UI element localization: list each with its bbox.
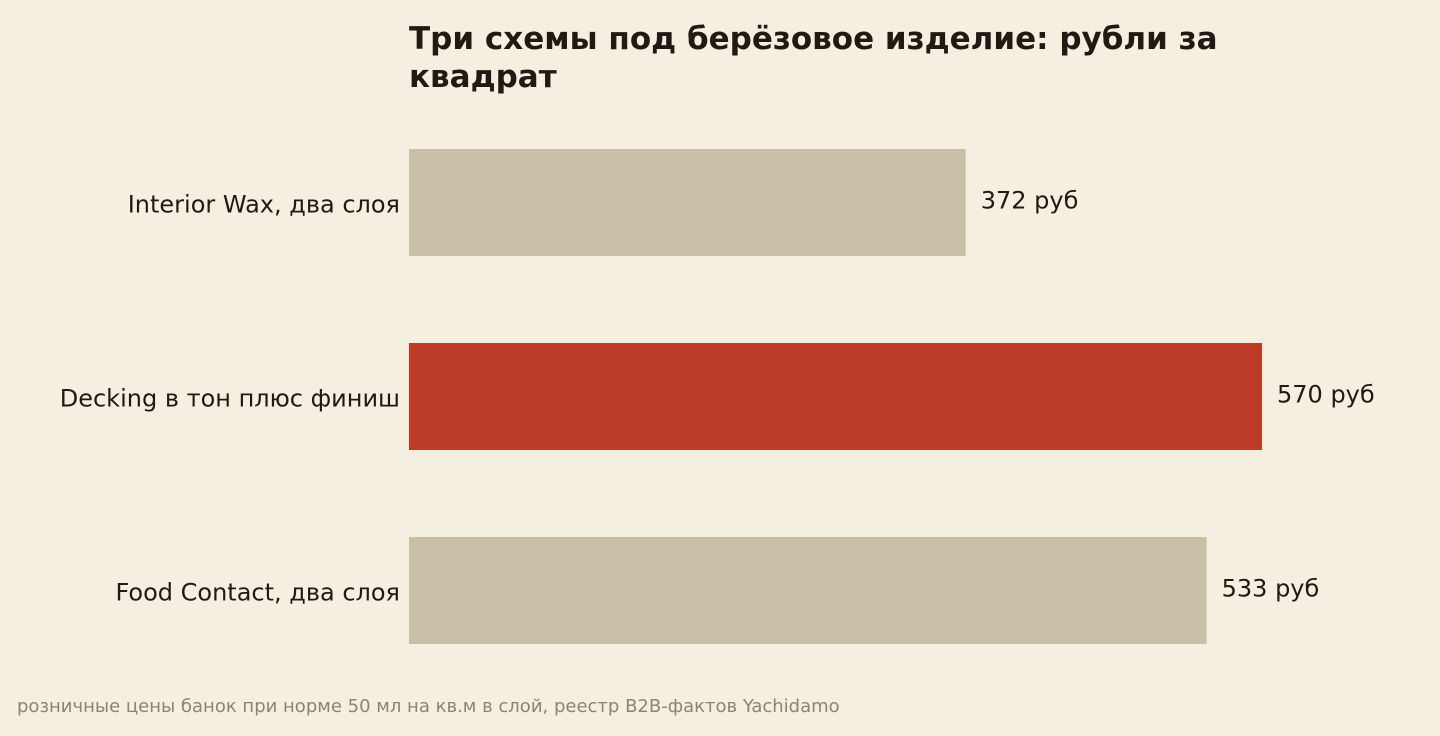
category-label-3: Food Contact, два слоя <box>115 579 400 607</box>
bar-1 <box>409 149 966 256</box>
category-label-1: Interior Wax, два слоя <box>128 191 400 219</box>
value-label-3: 533 руб <box>1222 575 1320 603</box>
chart-title: Три схемы под берёзовое изделие: рубли з… <box>409 21 1218 95</box>
value-label-1: 372 руб <box>981 187 1079 215</box>
bar-2 <box>409 343 1262 450</box>
chart-footnote: розничные цены банок при норме 50 мл на … <box>17 696 840 717</box>
value-label-2: 570 руб <box>1277 381 1375 409</box>
category-label-2: Decking в тон плюс финиш <box>60 385 400 413</box>
bar-3 <box>409 537 1207 644</box>
